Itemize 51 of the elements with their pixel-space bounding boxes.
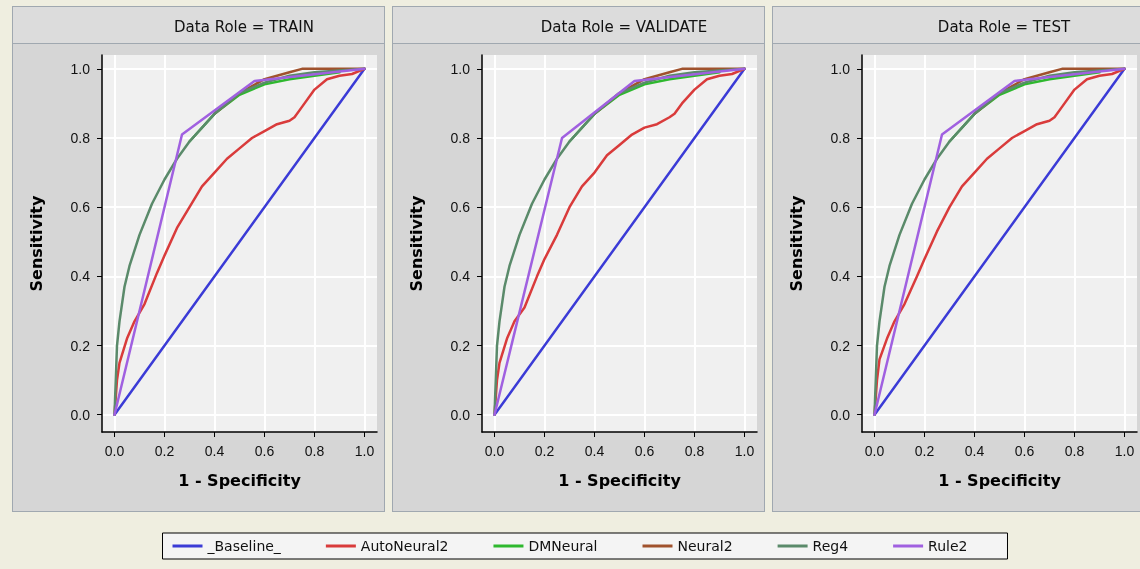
x-tick-label: 0.4 — [204, 443, 225, 459]
y-tick-label: 0.0 — [830, 406, 851, 423]
y-tick-label: 0.8 — [70, 130, 91, 147]
x-tick-label: 0.2 — [154, 443, 175, 459]
chart-title: Data Role = TRAIN — [174, 17, 314, 36]
x-tick-label: 0.6 — [254, 443, 275, 459]
x-tick-label: 0.8 — [304, 443, 325, 459]
y-tick-label: 1.0 — [70, 60, 91, 77]
x-tick-label: 1.0 — [1114, 443, 1135, 459]
y-tick-label: 0.2 — [830, 337, 851, 354]
y-tick-label: 1.0 — [450, 60, 471, 77]
y-tick-label: 0.2 — [450, 337, 471, 354]
y-tick-label: 0.2 — [70, 337, 91, 354]
chart-title: Data Role = VALIDATE — [540, 17, 708, 36]
y-tick-label: 0.0 — [450, 406, 471, 423]
y-tick-label: 0.8 — [450, 130, 471, 147]
y-tick-label: 1.0 — [830, 60, 851, 77]
x-tick-label: 0.2 — [534, 443, 555, 459]
x-tick-label: 0.6 — [1014, 443, 1035, 459]
x-tick-label: 0.4 — [964, 443, 985, 459]
x-tick-label: 0.4 — [584, 443, 605, 459]
chart-title: Data Role = TEST — [937, 17, 1071, 36]
x-tick-label: 0.0 — [484, 443, 505, 459]
x-tick-label: 1.0 — [734, 443, 755, 459]
y-tick-label: 0.6 — [450, 199, 471, 216]
legend-label: Rule2 — [928, 538, 968, 554]
legend-label: DMNeural — [528, 538, 598, 554]
y-axis-title: Sensitivity — [786, 194, 806, 292]
x-axis-title: 1 - Specificity — [558, 470, 682, 490]
x-axis-title: 1 - Specificity — [938, 470, 1062, 490]
y-axis-title: Sensitivity — [406, 194, 426, 292]
y-tick-label: 0.6 — [70, 199, 91, 216]
y-tick-label: 0.8 — [830, 130, 851, 147]
legend-label: AutoNeural2 — [360, 538, 449, 554]
legend-label: Neural2 — [677, 538, 733, 554]
y-tick-label: 0.6 — [830, 199, 851, 216]
x-tick-label: 1.0 — [354, 443, 375, 459]
y-tick-label: 0.4 — [70, 268, 91, 285]
legend-label: Reg4 — [812, 538, 849, 554]
x-tick-label: 0.2 — [914, 443, 935, 459]
x-tick-label: 0.0 — [864, 443, 885, 459]
y-tick-label: 0.4 — [830, 268, 851, 285]
x-tick-label: 0.8 — [1064, 443, 1085, 459]
legend-label: _Baseline_ — [206, 538, 282, 554]
x-tick-label: 0.0 — [104, 443, 125, 459]
x-tick-label: 0.6 — [634, 443, 655, 459]
y-axis-title: Sensitivity — [26, 194, 46, 292]
x-tick-label: 0.8 — [684, 443, 705, 459]
y-tick-label: 0.0 — [70, 406, 91, 423]
y-tick-label: 0.4 — [450, 268, 471, 285]
x-axis-title: 1 - Specificity — [178, 470, 302, 490]
